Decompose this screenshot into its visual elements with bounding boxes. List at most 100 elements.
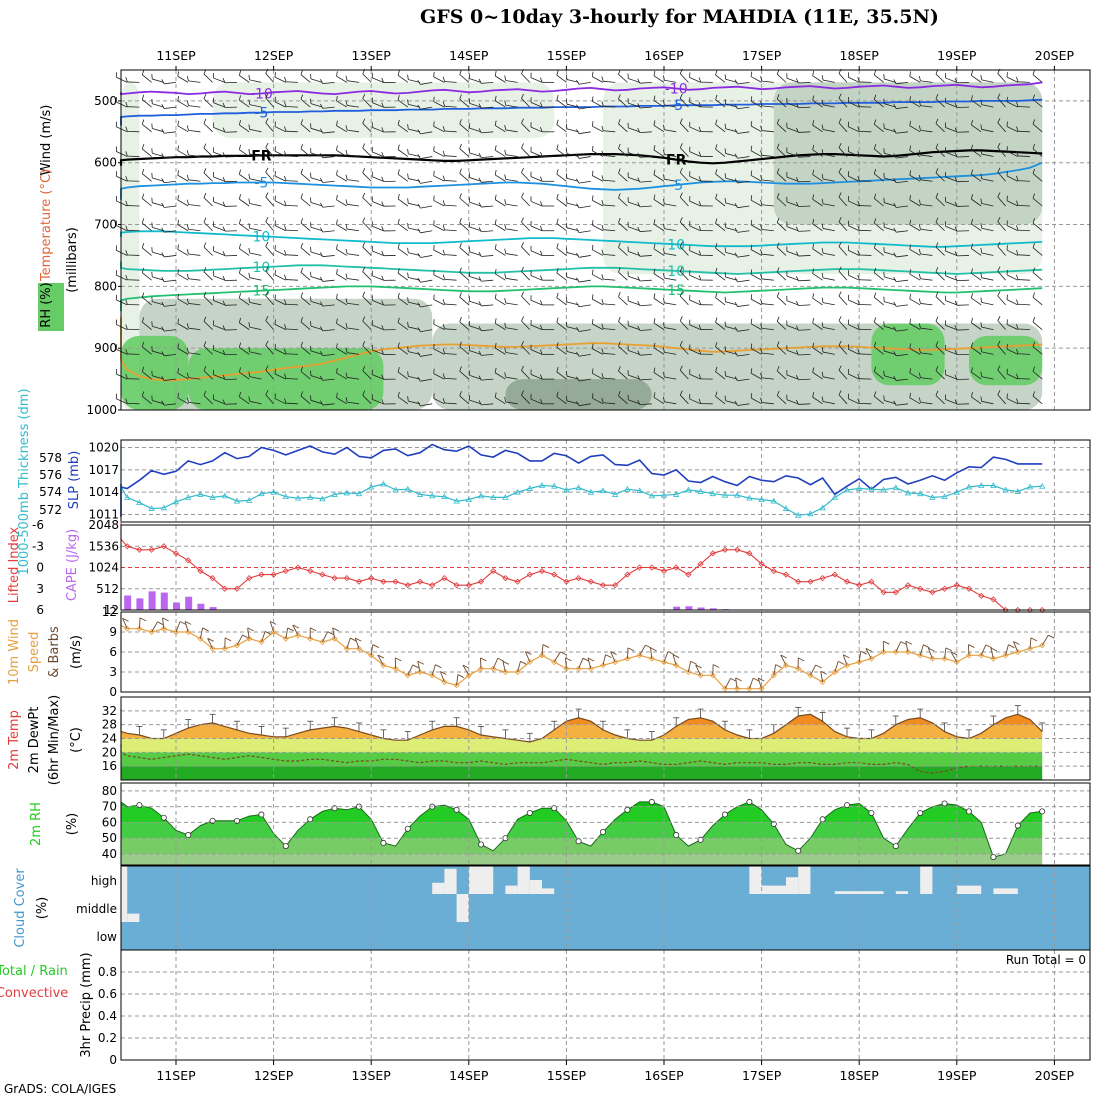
wind-barb-flag xyxy=(222,350,226,355)
li-marker xyxy=(612,582,619,589)
wind-speed-marker xyxy=(136,625,143,632)
wind-barb-flag xyxy=(504,174,507,180)
wind-barb xyxy=(715,247,726,256)
wind-barb xyxy=(203,345,213,355)
wind-barb xyxy=(541,644,544,656)
wind-barb xyxy=(664,401,677,405)
wind-barb xyxy=(997,270,1006,281)
wind-barb-flag xyxy=(601,76,604,82)
wind-barb-flag xyxy=(637,350,641,356)
wind-barb xyxy=(967,644,970,656)
date-tick-label: 12SEP xyxy=(254,48,294,63)
wind-barb-flag xyxy=(265,365,269,371)
wind-barb-flag xyxy=(679,316,683,322)
wind-barb-flag xyxy=(601,298,604,304)
wind-barb-flag xyxy=(457,674,465,678)
wind-barb-flag xyxy=(565,395,568,401)
li-marker xyxy=(441,575,448,582)
wind-barb-flag xyxy=(161,301,165,307)
thickness-marker xyxy=(648,492,655,499)
wind-barb xyxy=(750,249,762,256)
wind-speed-marker xyxy=(368,652,375,659)
wind-barb-flag xyxy=(161,178,165,183)
wind-barb xyxy=(152,251,164,256)
wind-barb-flag xyxy=(320,128,324,134)
wind-barb xyxy=(981,277,994,281)
wind-barb-flag xyxy=(627,647,635,652)
wind-barb xyxy=(971,99,982,108)
wind-barb xyxy=(164,180,177,184)
wind-barb-flag xyxy=(592,269,594,275)
wind-barb-flag xyxy=(734,302,738,307)
wind-barb-flag xyxy=(327,631,334,636)
wind-barb-flag xyxy=(760,76,763,82)
slp-tick-label: 1014 xyxy=(88,485,119,499)
wind-barb-flag xyxy=(407,173,409,179)
wind-barb-flag xyxy=(177,343,179,349)
wind-barb-flag xyxy=(284,373,287,379)
cape-bar xyxy=(136,598,144,610)
wind-barb-flag xyxy=(679,217,683,223)
wind-barb xyxy=(776,98,787,108)
wind-barb-flag xyxy=(184,620,192,625)
wind-barb xyxy=(628,152,640,157)
wind-barb-flag xyxy=(679,242,683,247)
wind-barb xyxy=(618,74,628,83)
wind-barb xyxy=(653,149,665,157)
wind-barb-flag xyxy=(918,224,921,230)
wind-barb-flag xyxy=(542,644,550,648)
wind-barb xyxy=(321,631,329,643)
li-marker xyxy=(551,571,558,578)
wind-barb xyxy=(177,76,189,83)
wind-barb-flag xyxy=(935,316,939,322)
wind-barb-flag xyxy=(362,341,366,347)
wind-barb-flag xyxy=(345,397,348,403)
thickness-marker xyxy=(441,493,448,500)
wind-barb-flag xyxy=(1016,101,1019,107)
wind-barb xyxy=(322,230,335,233)
wind-barb-flag xyxy=(186,150,189,156)
wind-barb xyxy=(909,249,921,256)
wind-barb xyxy=(362,271,372,281)
wind-barb xyxy=(848,373,860,380)
wind-barb-flag xyxy=(141,267,145,273)
wind-barb xyxy=(971,396,982,405)
wind-barb xyxy=(347,179,360,182)
wind-barb xyxy=(896,304,909,307)
wind-barb-flag xyxy=(653,367,656,373)
wind-barb xyxy=(397,248,409,256)
wind-barb xyxy=(664,79,677,83)
wind-barb xyxy=(249,178,262,182)
wind-barb xyxy=(838,369,848,380)
wind-barb-flag xyxy=(407,99,409,105)
wind-barb xyxy=(177,372,189,380)
wind-barb xyxy=(142,99,152,108)
wind-barb xyxy=(433,76,445,83)
wind-barb-flag xyxy=(637,78,641,84)
wind-barb xyxy=(285,155,299,157)
wind-barb-flag xyxy=(442,101,446,107)
wind-barb-flag xyxy=(1032,94,1035,100)
wind-barb-flag xyxy=(935,93,939,99)
wind-barb xyxy=(566,301,579,306)
wind-barb-flag xyxy=(918,323,921,329)
wind-barb-flag xyxy=(186,125,189,131)
wind-barb xyxy=(920,105,933,108)
wind-barb-flag xyxy=(909,145,911,151)
wind-barb-flag xyxy=(679,365,683,371)
wind-barb xyxy=(592,150,604,157)
wind-speed-marker xyxy=(1014,648,1021,656)
wind-barb xyxy=(300,123,311,133)
wind-barb xyxy=(664,302,677,306)
wind-barb xyxy=(750,125,762,133)
wind-barb xyxy=(505,179,518,182)
isotherm-line xyxy=(120,161,1043,200)
wind-barb-flag xyxy=(362,266,366,272)
wind-barb-flag xyxy=(980,371,983,377)
wind-barb xyxy=(362,123,372,133)
wind-barb xyxy=(566,103,579,108)
wind-barb-flag xyxy=(893,252,897,258)
wind-speed-marker xyxy=(465,672,472,679)
wind-barb-flag xyxy=(980,247,983,254)
wind-barb-flag xyxy=(905,640,913,645)
